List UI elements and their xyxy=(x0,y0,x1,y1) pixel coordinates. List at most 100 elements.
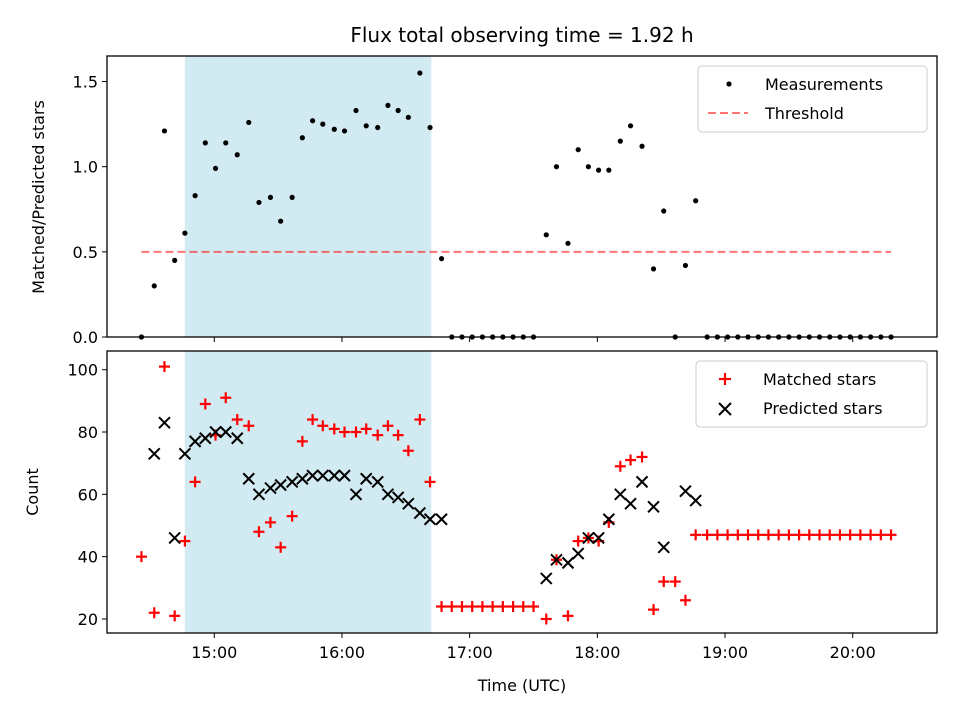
legend-marker-predicted xyxy=(718,402,732,416)
measurement-point xyxy=(192,193,198,199)
matched-star-point xyxy=(231,414,243,426)
predicted-star-point xyxy=(349,488,363,501)
predicted-star-x-b xyxy=(657,541,670,554)
predicted-star-point xyxy=(328,469,341,482)
chart-title: Flux total observing time = 1.92 h xyxy=(350,23,693,47)
predicted-star-point xyxy=(435,513,448,526)
measurement-point xyxy=(331,126,337,132)
predicted-star-x-b xyxy=(592,531,605,545)
legend-marker-measurements xyxy=(726,81,732,87)
matched-star-point xyxy=(424,476,436,488)
matched-star-point xyxy=(243,420,255,432)
y-tick-label: 80 xyxy=(78,423,98,442)
predicted-star-points xyxy=(148,416,702,585)
predicted-star-x-b xyxy=(328,469,341,482)
measurement-point xyxy=(585,164,592,170)
legend-label-matched: Matched stars xyxy=(763,370,876,389)
matched-star-point xyxy=(701,529,713,541)
matched-star-point xyxy=(476,601,488,613)
measurement-point xyxy=(385,102,391,108)
predicted-star-x-b xyxy=(168,531,181,545)
matched-star-point xyxy=(148,607,160,619)
matched-star-point xyxy=(885,529,897,541)
top-xticks xyxy=(213,337,854,342)
measurement-point xyxy=(278,218,284,224)
matched-star-point xyxy=(572,535,584,547)
predicted-star-point xyxy=(168,531,181,545)
bottom-xticks: 15:00 16:00 17:00 18:00 19:00 20:00 xyxy=(191,633,876,662)
measurement-point xyxy=(299,135,305,141)
matched-star-point xyxy=(436,601,448,613)
matched-star-point xyxy=(317,420,329,432)
matched-star-point xyxy=(854,529,866,541)
legend-label-predicted: Predicted stars xyxy=(763,399,883,418)
top-ylabel: Matched/Predicted stars xyxy=(29,100,48,294)
predicted-star-x-b xyxy=(360,472,373,485)
matched-star-point xyxy=(814,529,826,541)
predicted-star-x-b xyxy=(338,469,351,482)
predicted-star-x-b xyxy=(571,547,585,560)
matched-star-point xyxy=(179,535,191,547)
matched-star-point xyxy=(220,392,232,404)
predicted-star-point xyxy=(296,472,309,485)
predicted-star-x-b xyxy=(306,469,319,482)
matched-star-point xyxy=(793,529,805,541)
measurement-point xyxy=(617,138,623,144)
measurement-point xyxy=(627,123,634,129)
matched-star-point xyxy=(158,361,170,373)
predicted-star-point xyxy=(582,531,595,545)
predicted-star-x-b xyxy=(209,425,222,439)
y-tick-label: 0.0 xyxy=(73,328,98,347)
measurement-point xyxy=(543,232,549,238)
matched-star-point xyxy=(844,529,856,541)
predicted-star-x-b xyxy=(614,488,627,501)
matched-star-point xyxy=(803,529,815,541)
predicted-star-x-b xyxy=(391,491,405,504)
predicted-star-point xyxy=(391,491,405,504)
legend-label-measurements: Measurements xyxy=(765,75,883,94)
y-tick-label: 100 xyxy=(67,361,98,380)
matched-star-point xyxy=(540,613,552,625)
predicted-star-x-b xyxy=(296,472,309,485)
predicted-star-point xyxy=(242,472,255,485)
matched-star-point xyxy=(402,445,414,457)
predicted-star-x-b xyxy=(349,488,363,501)
predicted-star-x-b xyxy=(178,447,192,461)
predicted-star-x-b xyxy=(158,416,171,429)
matched-star-point xyxy=(865,529,877,541)
y-tick-label: 0.5 xyxy=(73,243,98,262)
predicted-star-x-b xyxy=(252,488,266,501)
measurement-point xyxy=(161,128,168,134)
measurement-point xyxy=(375,124,381,131)
matched-star-point xyxy=(169,610,181,622)
x-tick-label: 16:00 xyxy=(319,643,365,662)
matched-star-point xyxy=(328,423,340,435)
predicted-star-x-b xyxy=(199,432,212,445)
x-axis-label: Time (UTC) xyxy=(477,676,566,695)
predicted-star-x-b xyxy=(264,481,277,495)
matched-star-point xyxy=(372,429,384,441)
top-yticks: 0.0 0.5 1.0 1.5 xyxy=(73,73,107,347)
matched-star-point xyxy=(507,601,519,613)
measurement-point xyxy=(606,167,612,173)
bottom-panel: 20 40 60 80 100 15:00 16:00 17:00 18:00 19:00 20:… xyxy=(23,350,938,695)
top-panel: 0.0 0.5 1.0 1.5 Matched/Predicted stars Mea… xyxy=(29,55,938,347)
matched-star-point xyxy=(773,529,785,541)
measurement-point xyxy=(650,266,657,272)
predicted-star-point xyxy=(402,497,415,510)
matched-star-point xyxy=(614,460,626,472)
predicted-star-point xyxy=(635,475,649,489)
predicted-star-x-b xyxy=(381,488,395,501)
matched-star-point xyxy=(466,601,478,613)
predicted-star-point xyxy=(413,506,427,520)
x-tick-label: 19:00 xyxy=(702,643,748,662)
predicted-star-point xyxy=(592,531,605,545)
matched-star-point xyxy=(189,476,201,488)
top-highlight-span xyxy=(184,56,432,337)
matched-star-point xyxy=(690,529,702,541)
predicted-star-point xyxy=(231,432,244,445)
predicted-star-point xyxy=(178,447,192,461)
matched-star-points xyxy=(135,361,897,625)
predicted-star-point xyxy=(316,469,330,482)
